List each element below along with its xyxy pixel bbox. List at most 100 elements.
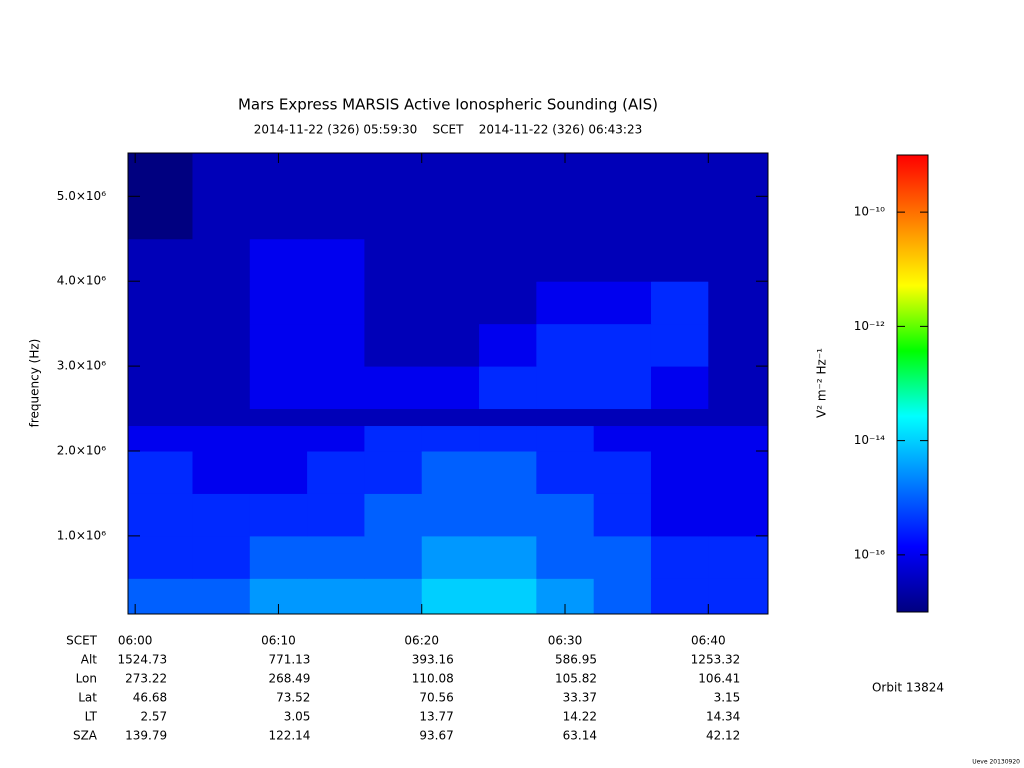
x-tick-label: 06:30 — [548, 634, 583, 648]
heatmap-cell — [249, 281, 308, 325]
table-cell: 42.12 — [706, 729, 740, 743]
table-cell: 46.68 — [133, 691, 167, 705]
heatmap-cell — [479, 425, 537, 452]
heatmap-cell — [650, 408, 709, 427]
heatmap-cell — [364, 366, 423, 410]
heatmap-cell — [364, 450, 423, 494]
heatmap-cell — [421, 366, 480, 410]
heatmap-cell — [708, 408, 769, 427]
heatmap-cell — [708, 535, 769, 579]
heatmap-cell — [307, 493, 365, 537]
table-cell: 771.13 — [268, 653, 310, 667]
table-cell: 268.49 — [268, 672, 310, 686]
heatmap-cell — [536, 425, 595, 452]
y-tick-label: 3.0×10⁶ — [57, 359, 106, 373]
table-row-label: LT — [85, 710, 98, 724]
heatmap-cell — [479, 281, 537, 325]
heatmap-cell — [421, 450, 480, 494]
heatmap-cell — [421, 238, 480, 282]
heatmap-cell — [479, 450, 537, 494]
heatmap-cell — [128, 366, 193, 410]
heatmap-cell — [421, 153, 480, 240]
table-row-label: SZA — [73, 729, 98, 743]
heatmap-cell — [249, 450, 308, 494]
heatmap-cell — [307, 153, 365, 240]
heatmap-cell — [593, 578, 652, 615]
table-row-label: Lat — [78, 691, 97, 705]
heatmap-cell — [593, 281, 652, 325]
heatmap-cell — [650, 450, 709, 494]
heatmap-cell — [536, 493, 595, 537]
heatmap-cell — [708, 366, 769, 410]
heatmap-cell — [536, 408, 595, 427]
table-cell: 2.57 — [140, 710, 167, 724]
table-cell: 110.08 — [412, 672, 454, 686]
heatmap-cell — [479, 366, 537, 410]
table-cell: 106.41 — [698, 672, 740, 686]
heatmap-cell — [593, 366, 652, 410]
heatmap-cell — [536, 153, 595, 240]
heatmap-cell — [364, 408, 423, 427]
x-tick-label: 06:10 — [261, 634, 296, 648]
heatmap-cell — [249, 366, 308, 410]
heatmap-cell — [364, 153, 423, 240]
heatmap-cell — [128, 323, 193, 367]
heatmap-cell — [249, 408, 308, 427]
table-cell: 1253.32 — [691, 653, 741, 667]
heatmap-cell — [479, 535, 537, 579]
table-cell: 93.67 — [419, 729, 453, 743]
heatmap-cell — [479, 238, 537, 282]
heatmap-cell — [249, 493, 308, 537]
heatmap-cell — [364, 323, 423, 367]
y-axis-label: frequency (Hz) — [28, 339, 42, 428]
heatmap-cell — [307, 408, 365, 427]
heatmap-cell — [307, 425, 365, 452]
y-tick-label: 2.0×10⁶ — [57, 443, 106, 457]
colorbar-label: V² m⁻² Hz⁻¹ — [815, 348, 829, 418]
heatmap-cell — [708, 425, 769, 452]
heatmap-cell — [708, 323, 769, 367]
heatmap-cell — [128, 493, 193, 537]
heatmap-cell — [192, 281, 251, 325]
heatmap-cell — [708, 578, 769, 615]
heatmap-cell — [650, 153, 709, 240]
heatmap-cell — [364, 425, 423, 452]
heatmap-cell — [307, 323, 365, 367]
heatmap-cell — [364, 535, 423, 579]
heatmap-cell — [307, 450, 365, 494]
table-cell: 105.82 — [555, 672, 597, 686]
colorbar-tick-label: 10⁻¹² — [854, 319, 885, 333]
heatmap-cell — [307, 281, 365, 325]
heatmap-cell — [593, 153, 652, 240]
table-header: SCET — [66, 634, 98, 648]
heatmap-cell — [479, 578, 537, 615]
plot-frame — [127, 152, 769, 615]
y-tick-label: 1.0×10⁶ — [57, 528, 106, 542]
heatmap-cell — [128, 425, 193, 452]
heatmap-cell — [128, 238, 193, 282]
table-cell: 122.14 — [268, 729, 310, 743]
heatmap-cell — [479, 323, 537, 367]
x-tick-label: 06:40 — [691, 634, 726, 648]
heatmap-cell — [249, 425, 308, 452]
table-cell: 70.56 — [419, 691, 453, 705]
table-cell: 139.79 — [125, 729, 167, 743]
heatmap-cell — [192, 578, 251, 615]
heatmap-cell — [128, 578, 193, 615]
heatmap-cell — [650, 366, 709, 410]
heatmap-cell — [128, 408, 193, 427]
chart-subtitle: 2014-11-22 (326) 05:59:30 SCET 2014-11-2… — [254, 123, 642, 137]
colorbar — [896, 154, 929, 613]
heatmap-cell — [479, 408, 537, 427]
table-cell: 1524.73 — [118, 653, 168, 667]
heatmap-cell — [536, 238, 595, 282]
heatmap-cell — [479, 493, 537, 537]
y-tick-label: 5.0×10⁶ — [57, 189, 106, 203]
heatmap-cell — [307, 366, 365, 410]
colorbar-tick-label: 10⁻¹⁴ — [854, 433, 885, 447]
heatmap-cell — [192, 153, 251, 240]
table-cell: 13.77 — [419, 710, 453, 724]
heatmap-cell — [128, 535, 193, 579]
heatmap-cell — [650, 425, 709, 452]
